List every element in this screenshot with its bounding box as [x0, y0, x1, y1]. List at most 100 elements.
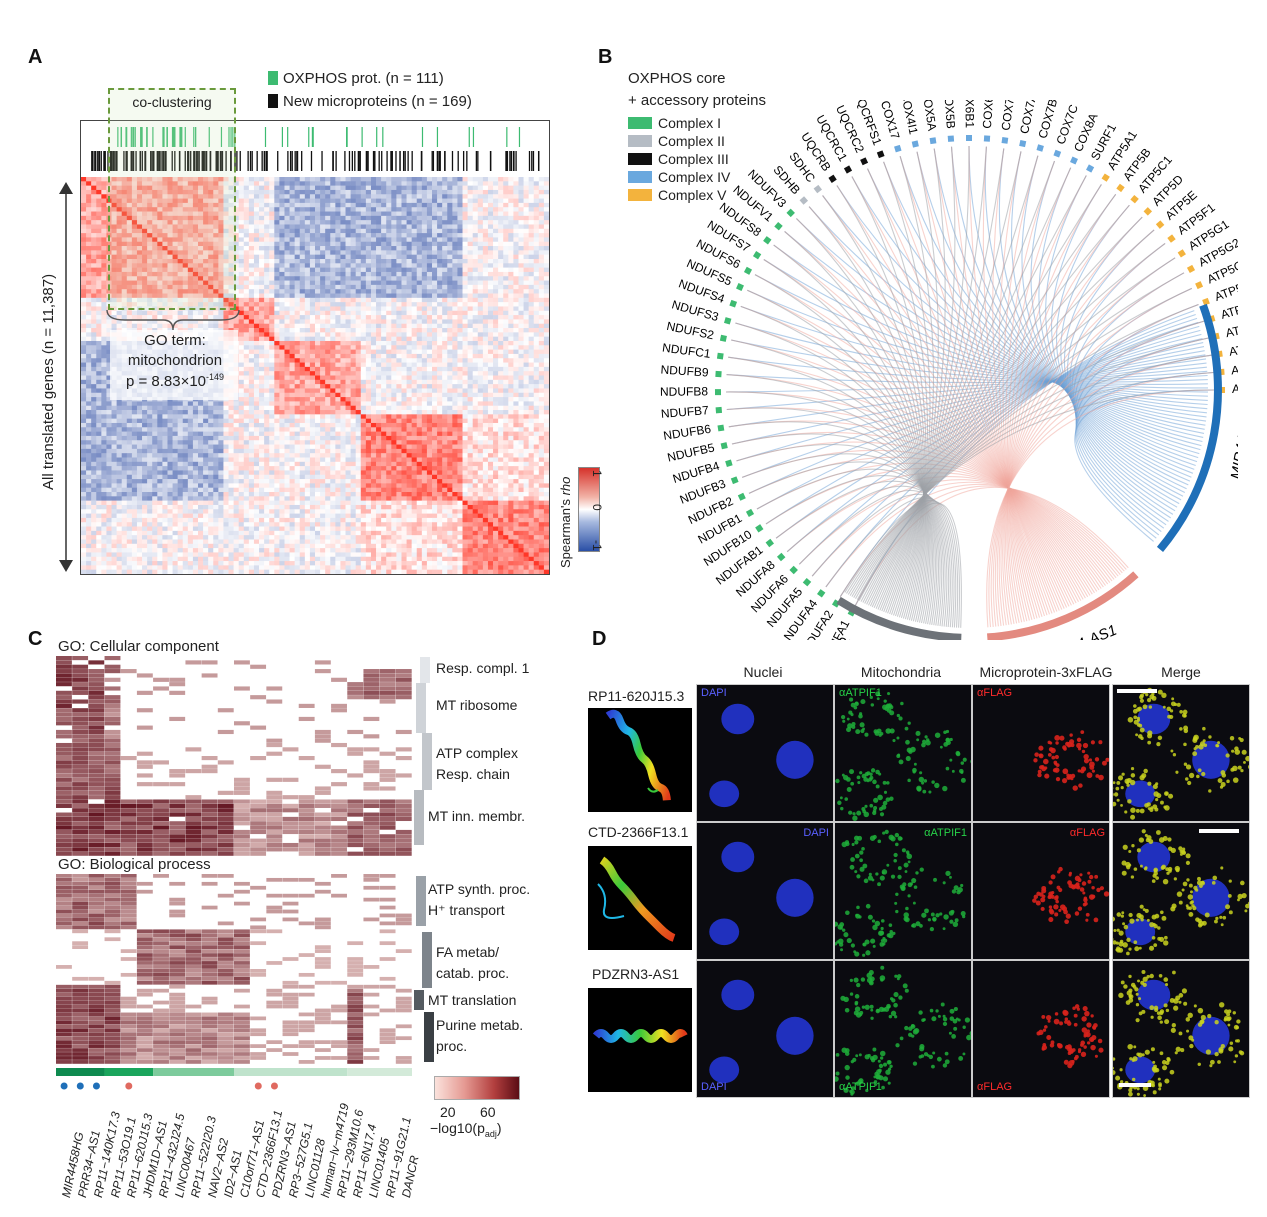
heatmap-cell: [355, 289, 362, 294]
micro-tick: [203, 151, 205, 171]
heatmap-cell: [315, 332, 321, 337]
heatmap-cell: [167, 258, 173, 264]
heatmap-cell: [360, 297, 367, 303]
heatmap-cell: [284, 211, 290, 217]
micro-tick: [444, 151, 446, 171]
heatmap-cell: [421, 297, 428, 303]
heatmap-cell: [177, 297, 184, 303]
heatmap-cell: [493, 276, 499, 281]
heatmap-cell: [264, 323, 270, 329]
oxphos-tick: [134, 127, 136, 147]
heatmap-cell: [172, 276, 178, 281]
heatmap-cell: [279, 332, 285, 337]
heatmap-cell: [518, 263, 524, 268]
heatmap-cell: [152, 323, 158, 329]
heatmap-cell: [213, 263, 219, 268]
heatmap-cell: [233, 177, 239, 182]
heatmap-cell: [218, 323, 224, 329]
heatmap-cell: [447, 233, 453, 238]
heatmap-cell: [442, 228, 448, 234]
heatmap-cell: [482, 198, 489, 204]
heatmap-cell: [355, 353, 362, 359]
heatmap-cell: [264, 215, 270, 221]
heatmap-cell: [543, 267, 549, 273]
heatmap-cell: [121, 271, 128, 277]
heatmap-cell: [503, 392, 509, 398]
heatmap-cell: [223, 293, 229, 299]
heatmap-cell: [498, 207, 504, 212]
heatmap-cell: [477, 297, 484, 303]
heatmap-cell: [198, 189, 204, 195]
heatmap-cell: [299, 207, 306, 212]
heatmap-cell: [284, 276, 290, 281]
heatmap-cell: [523, 177, 529, 182]
heatmap-cell: [274, 293, 280, 299]
heatmap-cell: [309, 302, 316, 307]
heatmap-cell: [299, 254, 306, 260]
heatmap-cell: [498, 237, 504, 243]
heatmap-cell: [126, 271, 133, 277]
heatmap-cell: [243, 224, 250, 230]
heatmap-cell: [452, 211, 458, 217]
heatmap-cell: [513, 384, 519, 389]
heatmap-cell: [482, 289, 489, 294]
heatmap-cell: [376, 211, 382, 217]
heatmap-cell: [269, 250, 275, 255]
heatmap-cell: [391, 207, 397, 212]
heatmap-cell: [218, 289, 224, 294]
heatmap-cell: [330, 233, 336, 238]
heatmap-cell: [442, 306, 448, 312]
heatmap-cell: [274, 215, 280, 221]
heatmap-cell: [152, 228, 158, 234]
heatmap-cell: [96, 366, 102, 372]
heatmap-cell: [513, 181, 519, 186]
heatmap-cell: [467, 388, 473, 394]
heatmap-cell: [264, 224, 270, 230]
heatmap-cell: [299, 241, 306, 247]
heatmap-cell: [101, 297, 107, 303]
heatmap-cell: [91, 276, 97, 281]
heatmap-cell: [289, 310, 295, 316]
heatmap-cell: [523, 284, 529, 290]
heatmap-cell: [518, 302, 524, 307]
heatmap-cell: [345, 189, 351, 195]
heatmap-cell: [513, 246, 519, 251]
heatmap-cell: [493, 215, 499, 221]
heatmap-cell: [386, 392, 392, 398]
heatmap-cell: [279, 233, 285, 238]
heatmap-cell: [243, 388, 250, 394]
heatmap-cell: [86, 284, 92, 290]
heatmap-cell: [360, 345, 367, 350]
heatmap-cell: [274, 194, 280, 199]
heatmap-cell: [365, 254, 372, 260]
heatmap-cell: [269, 207, 275, 212]
heatmap-cell: [452, 250, 458, 255]
heatmap-cell: [523, 276, 529, 281]
heatmap-cell: [81, 215, 87, 221]
micro-tick: [348, 151, 351, 171]
heatmap-cell: [370, 194, 377, 199]
heatmap-cell: [452, 345, 458, 350]
heatmap-cell: [477, 215, 484, 221]
heatmap-cell: [116, 254, 122, 260]
heatmap-cell: [396, 319, 402, 325]
heatmap-cell: [96, 228, 102, 234]
micro-tick: [251, 151, 253, 171]
heatmap-cell: [294, 271, 301, 277]
heatmap-cell: [523, 211, 529, 217]
micro-tick: [477, 151, 479, 171]
heatmap-cell: [253, 263, 260, 268]
micro-tick: [193, 151, 196, 171]
heatmap-cell: [142, 207, 148, 212]
heatmap-cell: [370, 189, 377, 195]
heatmap-cell: [411, 177, 418, 182]
heatmap-cell: [177, 250, 184, 255]
oxphos-tick: [166, 127, 168, 147]
heatmap-cell: [192, 267, 199, 273]
heatmap-cell: [309, 332, 316, 337]
heatmap-cell: [81, 323, 87, 329]
heatmap-cell: [320, 207, 326, 212]
heatmap-cell: [538, 215, 545, 221]
heatmap-cell: [269, 177, 275, 182]
heatmap-cell: [259, 207, 265, 212]
